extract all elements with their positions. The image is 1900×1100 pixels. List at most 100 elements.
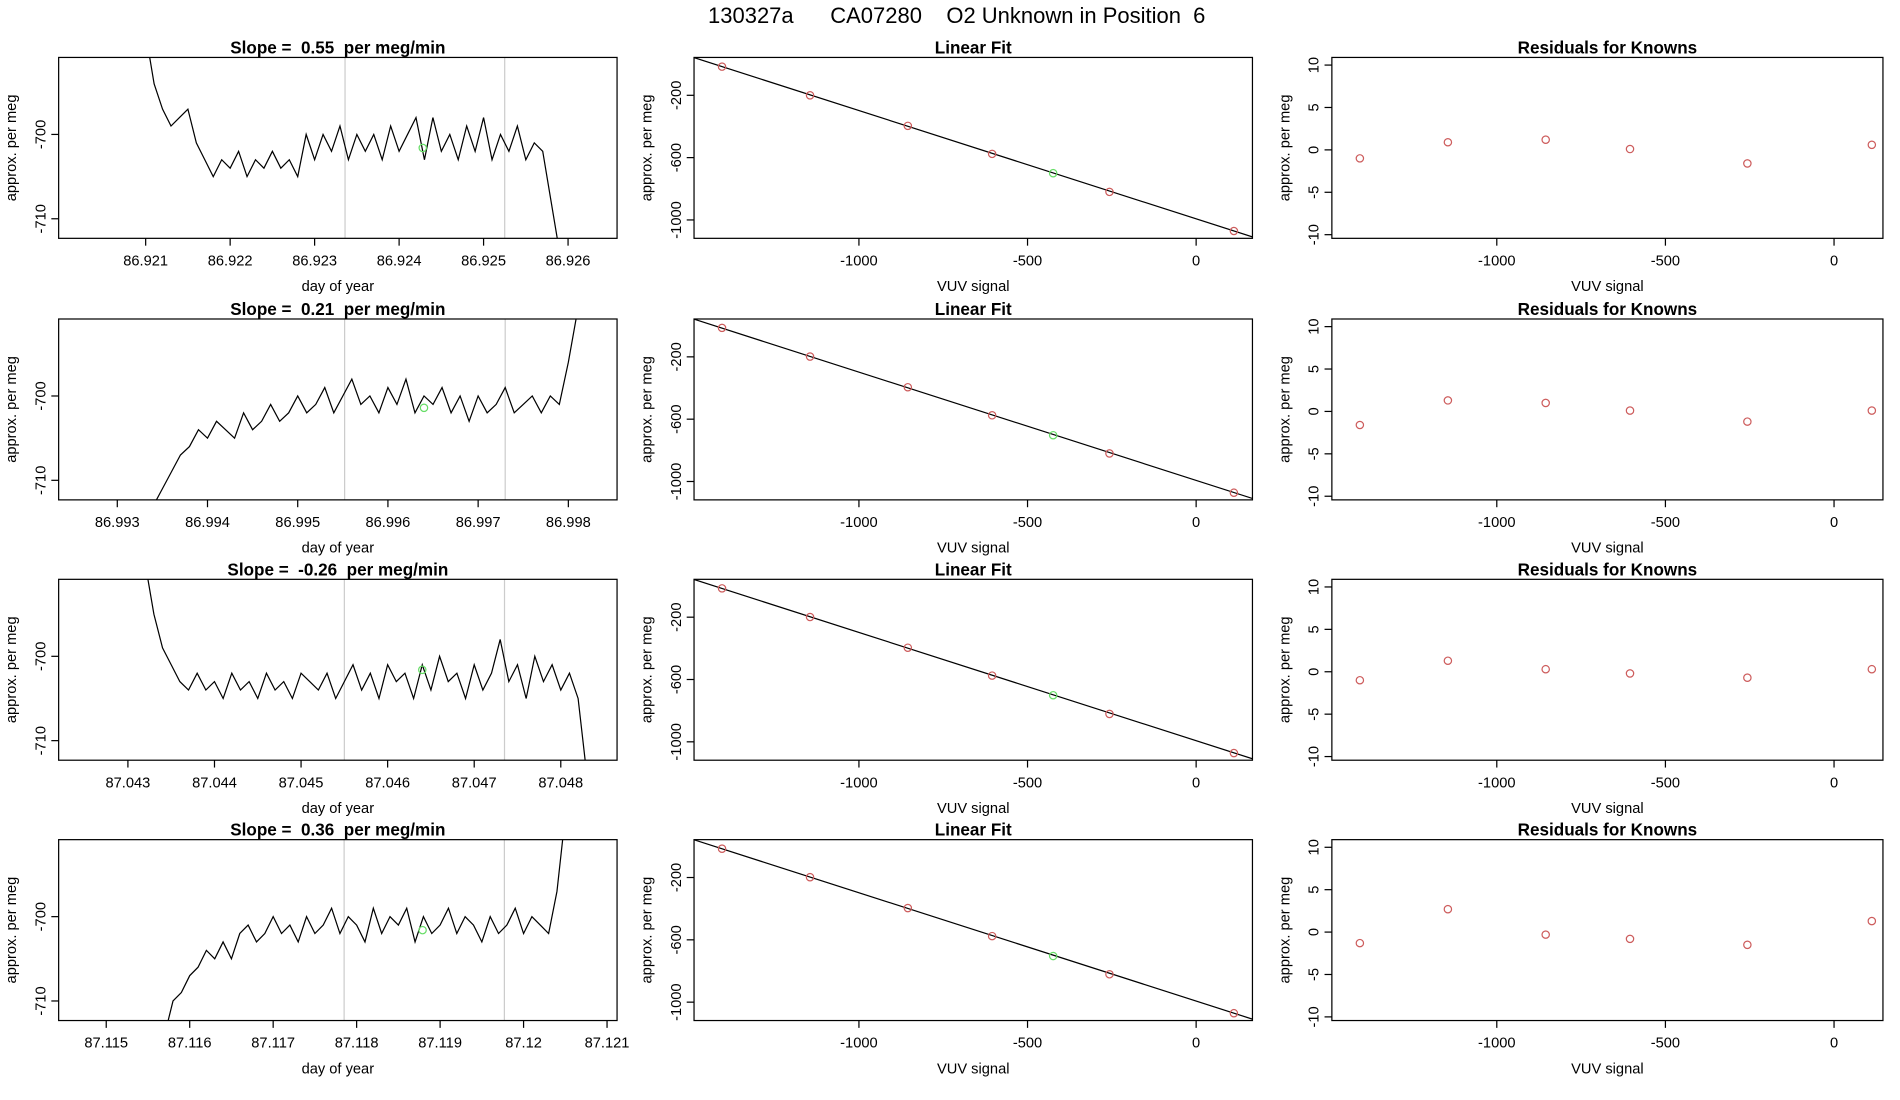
y-tick-label: -700 <box>33 381 49 410</box>
x-tick-label: 87.118 <box>335 1036 379 1052</box>
x-tick-label: -1000 <box>840 515 877 531</box>
y-axis-label: approx. per meg <box>639 95 655 202</box>
y-tick-label: 5 <box>1307 103 1323 111</box>
point <box>1443 656 1453 666</box>
x-tick-label: 0 <box>1192 515 1200 531</box>
y-axis-label: approx. per meg <box>1277 356 1293 463</box>
point <box>1229 226 1239 236</box>
x-tick-label: 86.923 <box>292 253 337 269</box>
plot-frame <box>58 578 618 761</box>
x-tick-label: 0 <box>1192 775 1200 791</box>
data-line <box>167 839 564 1021</box>
y-tick-label: -10 <box>1307 746 1323 767</box>
point <box>717 584 727 593</box>
point <box>903 643 913 652</box>
point <box>903 121 913 131</box>
x-tick-label: -500 <box>1013 1036 1042 1052</box>
panel: Slope = 0.21 per meg/min day of year appro… <box>4 300 618 557</box>
plot-frame <box>693 318 1254 501</box>
x-tick-label: 86.922 <box>208 253 253 269</box>
plot-frame <box>1331 318 1884 501</box>
panel: Residuals for Knowns VUV signal approx. pe… <box>1277 821 1884 1077</box>
y-tick-label: -700 <box>33 120 49 149</box>
y-tick-label: 0 <box>1307 928 1323 936</box>
fit-line <box>694 839 1253 1020</box>
point <box>717 62 727 71</box>
y-tick-label: 5 <box>1307 886 1323 894</box>
main-title: 130327a CA07280 O2 Unknown in Position 6 <box>708 3 1205 28</box>
plot-area <box>1355 656 1877 685</box>
x-tick-label: -1000 <box>1478 253 1515 269</box>
point <box>1229 488 1239 497</box>
point <box>903 903 913 913</box>
x-tick-label: -500 <box>1651 775 1680 791</box>
y-tick-label: -200 <box>669 342 685 371</box>
highlight-point <box>1048 168 1058 178</box>
x-tick-label: -1000 <box>840 775 877 791</box>
point <box>805 352 815 361</box>
x-tick-label: 87.115 <box>84 1036 128 1052</box>
y-tick-label: 10 <box>1307 318 1323 334</box>
point <box>1443 396 1453 405</box>
point <box>987 931 997 941</box>
point <box>1105 969 1114 979</box>
x-tick-label: 86.994 <box>185 515 230 531</box>
point <box>1625 934 1635 944</box>
y-tick-label: 0 <box>1307 407 1323 415</box>
plot-frame <box>58 839 618 1022</box>
x-axis-label: day of year <box>302 279 375 295</box>
point <box>1355 938 1365 948</box>
fit-line <box>694 57 1253 238</box>
x-tick-label: 0 <box>1830 515 1838 531</box>
point <box>987 149 997 159</box>
x-tick-label: 87.047 <box>452 775 497 791</box>
y-tick-label: -600 <box>669 925 685 954</box>
x-tick-label: -500 <box>1651 1036 1680 1052</box>
y-axis-label: approx. per meg <box>1277 95 1293 202</box>
panel-title: Residuals for Knowns <box>1518 821 1697 840</box>
plot-area <box>147 579 586 761</box>
point <box>1541 135 1550 144</box>
x-axis-label: day of year <box>302 801 375 817</box>
x-tick-label: 87.044 <box>192 775 237 791</box>
y-tick-label: -600 <box>669 665 685 694</box>
point <box>1355 675 1365 685</box>
x-tick-label: 86.925 <box>461 253 506 269</box>
y-tick-label: 0 <box>1307 668 1323 676</box>
x-tick-label: 0 <box>1192 253 1200 269</box>
y-tick-label: 10 <box>1307 57 1323 73</box>
highlight-point <box>1048 430 1058 440</box>
x-tick-label: 87.045 <box>279 775 324 791</box>
point <box>987 411 997 420</box>
x-tick-label: 87.046 <box>365 775 410 791</box>
point <box>1229 1008 1239 1018</box>
point <box>1541 664 1550 674</box>
point <box>1625 669 1635 678</box>
point <box>1867 140 1877 150</box>
y-tick-label: 5 <box>1307 365 1323 373</box>
x-tick-label: 86.996 <box>366 515 411 531</box>
x-tick-label: 87.121 <box>585 1036 630 1052</box>
data-line <box>155 318 577 500</box>
point <box>903 382 913 392</box>
x-axis-label: VUV signal <box>1571 541 1644 557</box>
y-tick-label: -600 <box>669 405 685 434</box>
highlight-point <box>417 665 427 675</box>
plot-frame <box>693 56 1254 239</box>
panel-title: Linear Fit <box>935 300 1012 319</box>
x-tick-label: 87.116 <box>168 1036 212 1052</box>
y-tick-label: -1000 <box>669 983 685 1021</box>
x-axis-label: VUV signal <box>1571 1061 1644 1077</box>
y-axis-label: approx. per meg <box>4 95 20 202</box>
y-axis-label: approx. per meg <box>639 877 655 984</box>
plot-frame <box>693 578 1254 761</box>
plot-area <box>1355 135 1877 168</box>
panel-title: Linear Fit <box>935 38 1012 57</box>
y-axis-label: approx. per meg <box>1277 877 1293 984</box>
point <box>1867 916 1877 926</box>
plot-area <box>167 839 564 1021</box>
point <box>1355 154 1365 163</box>
point <box>1443 904 1453 914</box>
x-tick-label: 0 <box>1830 253 1838 269</box>
